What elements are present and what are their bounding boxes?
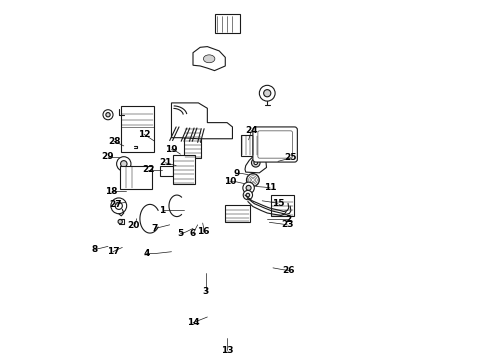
- Text: 29: 29: [102, 152, 114, 161]
- Text: 14: 14: [187, 318, 199, 327]
- Circle shape: [115, 202, 122, 210]
- Bar: [160, 166, 173, 176]
- Text: 10: 10: [224, 177, 236, 186]
- Text: 7: 7: [151, 224, 158, 233]
- Circle shape: [246, 174, 259, 186]
- Text: 18: 18: [105, 187, 118, 196]
- Text: 2: 2: [285, 215, 291, 224]
- Text: 9: 9: [234, 169, 240, 178]
- Circle shape: [106, 113, 110, 117]
- Text: 25: 25: [285, 153, 297, 162]
- FancyBboxPatch shape: [258, 131, 293, 158]
- Polygon shape: [172, 103, 232, 139]
- Text: 13: 13: [221, 346, 233, 355]
- Polygon shape: [245, 154, 267, 173]
- Text: 27: 27: [109, 200, 122, 209]
- Bar: [122, 106, 154, 152]
- Text: 24: 24: [245, 126, 258, 135]
- Text: 19: 19: [165, 145, 178, 154]
- Text: 12: 12: [138, 130, 150, 139]
- Circle shape: [243, 182, 254, 194]
- Circle shape: [243, 190, 252, 200]
- Text: 21: 21: [159, 158, 171, 167]
- Bar: [225, 205, 250, 222]
- Polygon shape: [193, 46, 225, 71]
- Text: 26: 26: [283, 266, 295, 275]
- Text: 8: 8: [92, 245, 98, 254]
- Bar: [120, 166, 152, 189]
- Circle shape: [246, 185, 251, 190]
- Text: 5: 5: [177, 229, 184, 238]
- Bar: [173, 155, 195, 184]
- Text: 16: 16: [197, 228, 210, 237]
- Circle shape: [117, 157, 131, 171]
- Text: 6: 6: [190, 229, 196, 238]
- Circle shape: [111, 198, 126, 214]
- Circle shape: [259, 85, 275, 101]
- Circle shape: [264, 90, 271, 97]
- Text: 4: 4: [143, 249, 149, 258]
- Ellipse shape: [203, 55, 215, 63]
- Bar: [184, 125, 201, 158]
- Bar: [215, 14, 240, 33]
- Text: 23: 23: [281, 220, 294, 229]
- Circle shape: [251, 158, 260, 167]
- Text: 11: 11: [264, 183, 276, 192]
- Bar: [242, 135, 262, 156]
- Circle shape: [246, 193, 250, 197]
- Text: 3: 3: [202, 287, 209, 296]
- Circle shape: [121, 161, 127, 167]
- Circle shape: [254, 161, 258, 165]
- Text: 20: 20: [127, 221, 140, 230]
- Text: 15: 15: [272, 199, 284, 208]
- Bar: [271, 195, 294, 216]
- Text: 22: 22: [142, 166, 154, 175]
- Text: 17: 17: [107, 247, 120, 256]
- Text: 1: 1: [159, 206, 166, 215]
- Circle shape: [118, 220, 122, 224]
- Text: 28: 28: [108, 137, 121, 146]
- Circle shape: [103, 110, 113, 120]
- FancyBboxPatch shape: [253, 127, 297, 162]
